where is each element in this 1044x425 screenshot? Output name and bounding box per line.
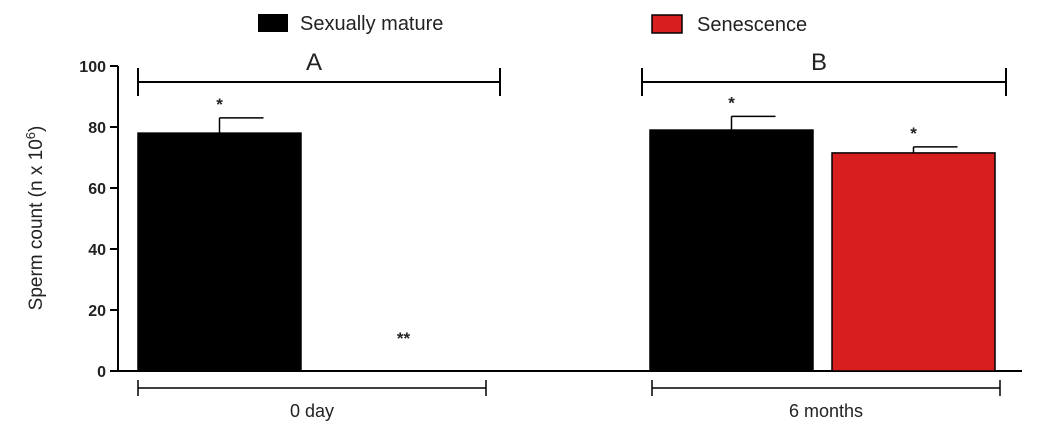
y-axis-label-superscript: 6: [23, 132, 38, 139]
bar: [137, 132, 302, 372]
y-tick-label: 0: [97, 364, 106, 381]
bar: [831, 152, 996, 372]
significance-marker: **: [397, 329, 411, 348]
bar: [649, 129, 814, 372]
y-axis-label: Sperm count (n x 106): [23, 126, 47, 311]
x-category-label: 0 day: [290, 401, 334, 421]
y-tick-label: 40: [88, 242, 106, 259]
legend-swatch-senescence: [651, 14, 683, 34]
significance-marker: *: [216, 95, 223, 114]
y-tick-label: 100: [79, 59, 106, 76]
bars: *****: [137, 93, 996, 372]
x-category-label: 6 months: [789, 401, 863, 421]
legend: Sexually mature Senescence: [258, 13, 807, 36]
legend-label-sexually-mature: Sexually mature: [300, 13, 443, 35]
group-letter: B: [811, 49, 827, 76]
y-ticks: 0 20 40 60 80 100: [79, 59, 118, 381]
y-tick-label: 60: [88, 181, 106, 198]
legend-swatch-sexually-mature: [258, 14, 288, 32]
significance-marker: *: [728, 93, 735, 112]
legend-label-senescence: Senescence: [697, 14, 807, 36]
significance-marker: *: [910, 124, 917, 143]
group-brackets: A 0 day B 6 months: [137, 49, 1007, 421]
group-letter: A: [306, 49, 322, 76]
y-tick-label: 80: [88, 120, 106, 137]
y-tick-label: 20: [88, 303, 106, 320]
